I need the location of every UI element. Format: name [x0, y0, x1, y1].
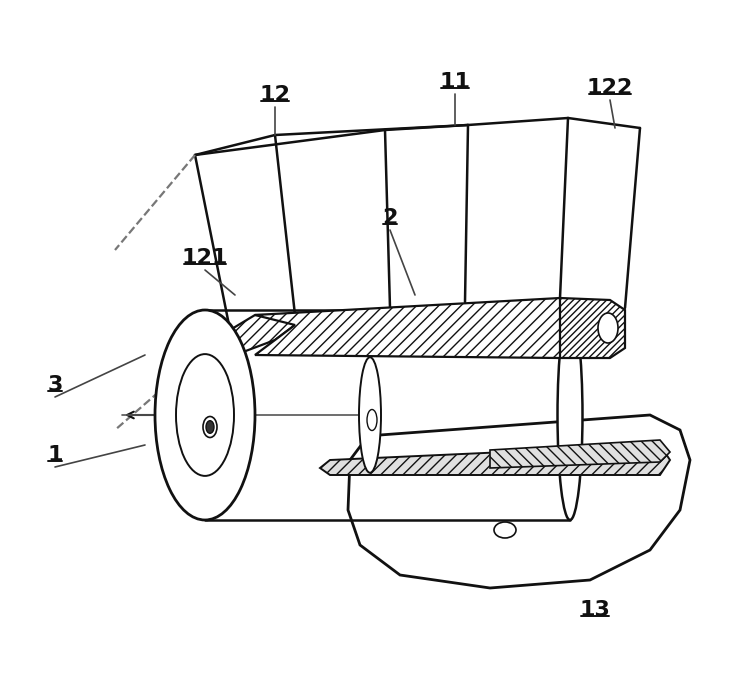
Ellipse shape	[206, 421, 214, 433]
Ellipse shape	[598, 313, 618, 343]
Text: 11: 11	[440, 72, 471, 92]
Text: 1: 1	[47, 445, 63, 465]
Ellipse shape	[155, 310, 255, 520]
Text: 12: 12	[259, 85, 291, 105]
Ellipse shape	[494, 522, 516, 538]
Text: 122: 122	[587, 78, 633, 98]
Text: 121: 121	[182, 248, 228, 268]
Polygon shape	[348, 415, 690, 588]
Polygon shape	[560, 298, 625, 358]
Ellipse shape	[367, 409, 377, 431]
Polygon shape	[215, 315, 295, 355]
Text: 2: 2	[382, 208, 398, 228]
Ellipse shape	[176, 354, 234, 476]
Ellipse shape	[557, 310, 583, 520]
Ellipse shape	[203, 417, 217, 437]
Polygon shape	[320, 445, 670, 475]
Text: 3: 3	[48, 375, 63, 395]
Polygon shape	[490, 440, 670, 468]
Polygon shape	[255, 298, 580, 358]
Text: 13: 13	[580, 600, 610, 620]
Ellipse shape	[359, 357, 381, 472]
